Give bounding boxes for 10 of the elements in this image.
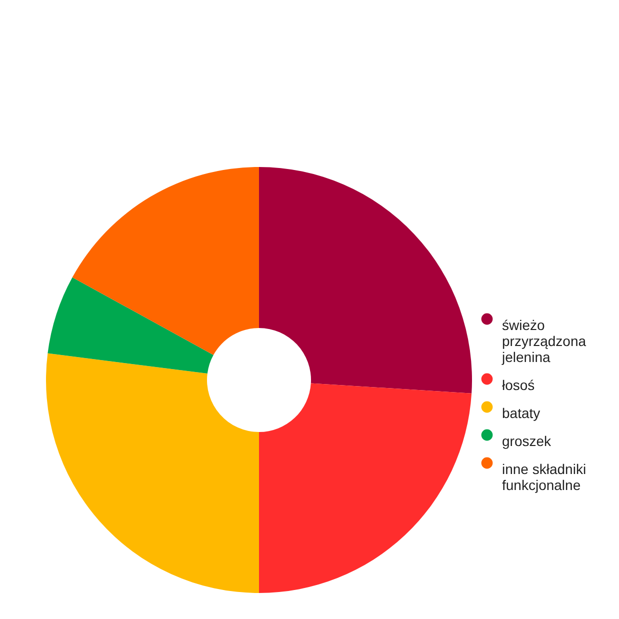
legend-label: groszek xyxy=(502,433,552,449)
donut-slice xyxy=(72,167,259,355)
donut-slice xyxy=(259,167,472,394)
legend-label: świeżo przyrządzona jelenina xyxy=(501,317,586,365)
legend-label: inne składniki funkcjonalne xyxy=(502,461,586,493)
legend-label: bataty xyxy=(502,405,540,421)
donut-slice xyxy=(48,277,214,374)
donut-slice xyxy=(46,353,259,593)
donut-slice xyxy=(259,383,472,593)
legend-label: łosoś xyxy=(502,377,535,393)
